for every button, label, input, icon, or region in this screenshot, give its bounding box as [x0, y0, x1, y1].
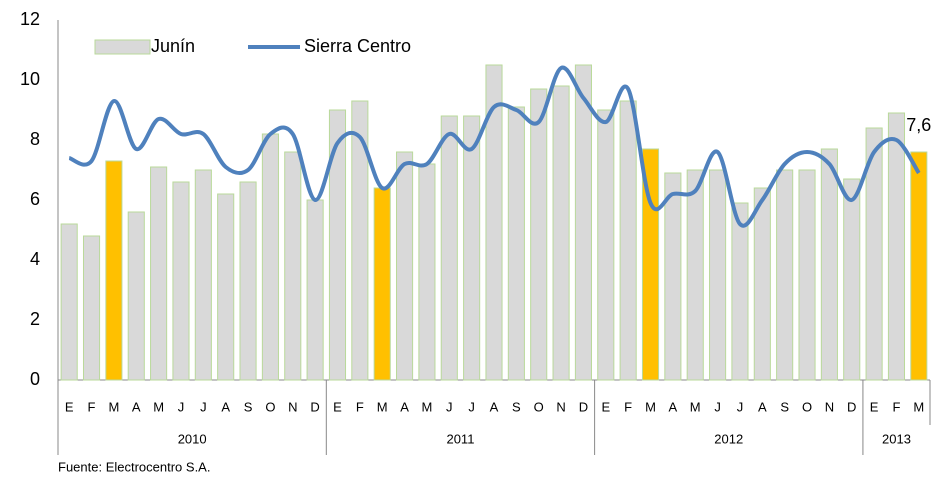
legend-swatch: [94, 39, 151, 55]
bar: [396, 151, 414, 381]
y-tick-label: 4: [30, 249, 40, 269]
legend-label: Sierra Centro: [304, 36, 411, 56]
bar: [709, 169, 727, 381]
x-tick-label: D: [847, 399, 856, 414]
x-tick-label: S: [512, 399, 521, 414]
x-tick-label: M: [690, 399, 701, 414]
x-tick-label: N: [825, 399, 834, 414]
x-tick-label: S: [244, 399, 253, 414]
bar: [507, 106, 525, 381]
bar: [463, 115, 481, 381]
bar: [306, 199, 324, 381]
bar: [328, 109, 347, 381]
bar: [239, 181, 257, 381]
y-tick-label: 6: [30, 189, 40, 209]
bar: [418, 163, 436, 381]
bar: [574, 64, 592, 381]
x-tick-label: M: [913, 399, 924, 414]
y-tick-label: 12: [20, 9, 40, 29]
bar: [351, 100, 369, 381]
bar: [82, 235, 101, 381]
x-tick-label: E: [870, 399, 879, 414]
x-tick-label: N: [556, 399, 565, 414]
x-tick-label: M: [153, 399, 164, 414]
x-tick-label: A: [490, 399, 499, 414]
bar: [843, 178, 861, 381]
bar: [552, 85, 570, 381]
x-tick-label: M: [422, 399, 433, 414]
bar: [485, 64, 503, 381]
x-tick-label: M: [108, 399, 119, 414]
x-tick-label: J: [446, 399, 453, 414]
bar: [798, 169, 816, 381]
bar: [284, 151, 302, 381]
x-group-label: 2011: [446, 431, 474, 446]
x-tick-label: D: [579, 399, 588, 414]
x-tick-label: N: [288, 399, 297, 414]
x-tick-label: M: [645, 399, 656, 414]
source-note: Fuente: Electrocentro S.A.: [58, 459, 210, 474]
line: [68, 65, 921, 228]
x-tick-label: O: [802, 399, 812, 414]
x-tick-label: O: [534, 399, 544, 414]
y-tick-label: 2: [30, 309, 40, 329]
x-tick-label: J: [178, 399, 185, 414]
bar: [373, 187, 391, 381]
data-label: 7,6: [906, 115, 931, 135]
bar: [172, 181, 190, 381]
x-group-label: 2013: [882, 431, 911, 446]
bar: [440, 115, 458, 381]
x-tick-label: E: [65, 399, 74, 414]
bar: [60, 223, 78, 381]
bar: [910, 151, 928, 381]
bar: [820, 148, 838, 381]
x-tick-label: E: [333, 399, 342, 414]
x-tick-label: A: [758, 399, 767, 414]
bar: [619, 100, 637, 381]
x-tick-label: J: [737, 399, 744, 414]
y-tick-label: 8: [30, 129, 40, 149]
x-tick-label: S: [780, 399, 789, 414]
bar: [217, 193, 235, 381]
x-tick-label: J: [714, 399, 721, 414]
x-tick-label: J: [468, 399, 475, 414]
x-tick-label: F: [88, 399, 96, 414]
x-tick-label: O: [265, 399, 275, 414]
y-tick-label: 0: [30, 369, 40, 389]
x-tick-label: F: [356, 399, 364, 414]
bar: [776, 169, 794, 381]
bar: [664, 172, 682, 381]
bar: [597, 109, 615, 381]
bar: [530, 88, 548, 381]
x-tick-label: A: [132, 399, 141, 414]
legend-label: Junín: [151, 36, 195, 56]
bar: [686, 169, 704, 381]
bar: [753, 187, 771, 381]
bar: [731, 202, 749, 381]
x-tick-label: A: [669, 399, 678, 414]
bar: [865, 127, 883, 381]
bar: [261, 133, 279, 381]
x-tick-label: A: [400, 399, 409, 414]
x-tick-label: F: [892, 399, 900, 414]
x-group-label: 2012: [714, 431, 743, 446]
x-tick-label: E: [601, 399, 610, 414]
x-tick-label: D: [310, 399, 319, 414]
x-tick-label: M: [377, 399, 388, 414]
x-group-label: 2010: [178, 431, 207, 446]
y-tick-label: 10: [20, 69, 40, 89]
x-tick-label: A: [221, 399, 230, 414]
bar: [887, 112, 906, 381]
bar: [105, 160, 123, 381]
bar: [194, 169, 212, 381]
bar: [150, 166, 168, 381]
bar: [127, 211, 145, 381]
x-tick-label: F: [624, 399, 632, 414]
x-tick-label: J: [200, 399, 207, 414]
